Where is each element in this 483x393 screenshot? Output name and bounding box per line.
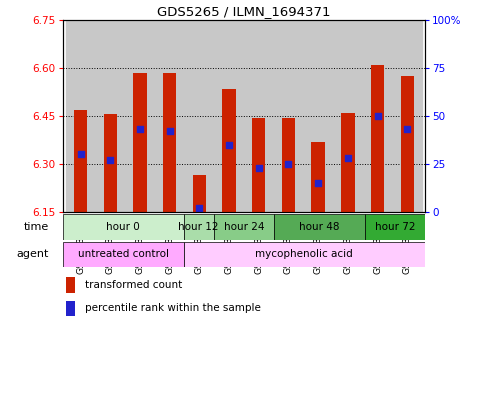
Text: mycophenolic acid: mycophenolic acid: [256, 250, 353, 259]
Text: transformed count: transformed count: [85, 280, 182, 290]
Bar: [184, 214, 213, 240]
Text: agent: agent: [17, 250, 49, 259]
Bar: [193, 175, 206, 212]
Point: [403, 126, 411, 132]
Bar: [63, 214, 184, 240]
Point: [196, 205, 203, 211]
Bar: [185, 20, 214, 212]
Bar: [67, 301, 75, 316]
Bar: [282, 118, 295, 212]
Bar: [312, 141, 325, 212]
Bar: [252, 118, 266, 212]
Title: GDS5265 / ILMN_1694371: GDS5265 / ILMN_1694371: [157, 6, 331, 18]
Bar: [274, 214, 365, 240]
Point: [374, 113, 382, 119]
Bar: [96, 20, 125, 212]
Bar: [125, 20, 155, 212]
Point: [344, 155, 352, 162]
Bar: [365, 214, 425, 240]
Text: hour 0: hour 0: [106, 222, 140, 232]
Point: [255, 165, 263, 171]
Text: hour 12: hour 12: [178, 222, 219, 232]
Bar: [163, 73, 176, 212]
Text: hour 24: hour 24: [224, 222, 264, 232]
Point: [106, 157, 114, 163]
Bar: [222, 89, 236, 212]
Bar: [333, 20, 363, 212]
Point: [314, 180, 322, 187]
Bar: [371, 64, 384, 212]
Bar: [273, 20, 303, 212]
Text: hour 72: hour 72: [375, 222, 415, 232]
Bar: [184, 242, 425, 267]
Bar: [214, 20, 244, 212]
Bar: [133, 73, 147, 212]
Bar: [392, 20, 422, 212]
Bar: [155, 20, 185, 212]
Bar: [67, 277, 75, 293]
Bar: [363, 20, 392, 212]
Bar: [213, 214, 274, 240]
Bar: [341, 113, 355, 212]
Bar: [63, 242, 184, 267]
Point: [284, 161, 292, 167]
Point: [77, 151, 85, 158]
Text: untreated control: untreated control: [78, 250, 169, 259]
Bar: [104, 114, 117, 212]
Bar: [303, 20, 333, 212]
Text: percentile rank within the sample: percentile rank within the sample: [85, 303, 260, 314]
Bar: [74, 110, 87, 212]
Point: [225, 142, 233, 148]
Text: time: time: [24, 222, 49, 232]
Text: hour 48: hour 48: [299, 222, 340, 232]
Bar: [66, 20, 96, 212]
Bar: [244, 20, 273, 212]
Bar: [400, 76, 414, 212]
Point: [166, 128, 173, 134]
Point: [136, 126, 144, 132]
